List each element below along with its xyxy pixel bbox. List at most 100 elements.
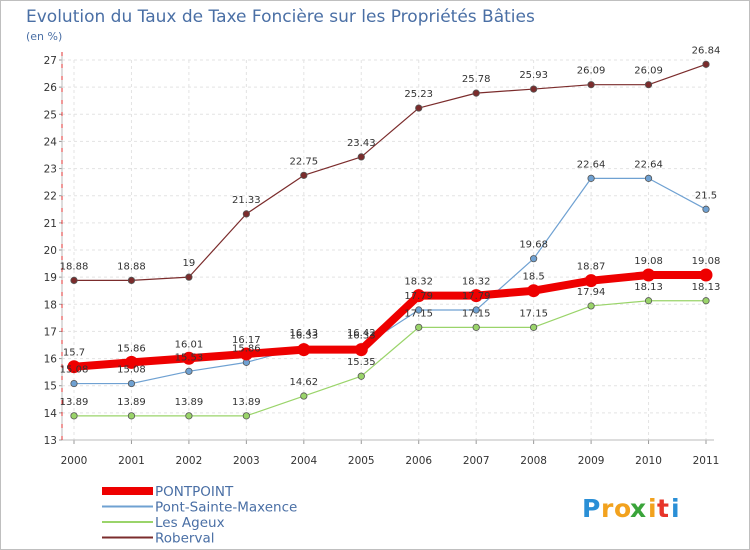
data-label: 17.94 [577, 287, 606, 298]
data-point [530, 323, 538, 331]
logo-letter: x [630, 494, 646, 523]
data-point [702, 60, 710, 68]
data-label: 15.08 [117, 365, 146, 376]
data-point [354, 343, 368, 357]
data-point [412, 289, 426, 303]
data-label: 18.88 [60, 261, 89, 272]
data-point [702, 297, 710, 305]
data-label: 16.17 [232, 335, 261, 346]
data-label: 13.89 [232, 397, 261, 408]
legend-label: PONTPOINT [155, 484, 234, 500]
logo-letter: o [614, 494, 631, 523]
data-point [300, 171, 308, 179]
data-point [300, 392, 308, 400]
y-tick-label: 26 [44, 82, 58, 94]
data-point [587, 174, 595, 182]
data-label: 15.35 [347, 357, 376, 368]
data-label: 19.68 [519, 240, 548, 251]
data-point [642, 268, 656, 282]
data-label: 15.7 [63, 348, 85, 359]
logo-letter: r [601, 494, 614, 523]
data-label: 16.01 [175, 339, 204, 350]
data-label: 22.64 [577, 159, 606, 170]
data-point [357, 372, 365, 380]
data-point [699, 268, 713, 282]
data-point [297, 343, 311, 357]
chart-title: Evolution du Taux de Taxe Foncière sur l… [26, 7, 535, 27]
data-label: 13.89 [117, 397, 146, 408]
x-tick-label: 2010 [635, 455, 662, 467]
data-point [239, 347, 253, 361]
y-tick-label: 14 [44, 408, 58, 420]
data-point [70, 412, 78, 420]
y-tick-label: 23 [44, 164, 57, 176]
data-label: 16.33 [289, 331, 318, 342]
data-point [472, 323, 480, 331]
x-tick-label: 2008 [520, 455, 547, 467]
data-label: 25.93 [519, 70, 548, 81]
data-point [644, 297, 653, 305]
grid-layer [62, 59, 707, 441]
data-point [185, 412, 193, 420]
x-tick-label: 2001 [118, 455, 145, 467]
data-label: 16.33 [347, 331, 376, 342]
y-tick-label: 17 [44, 326, 57, 338]
logo-letter: P [582, 494, 600, 523]
data-point [469, 289, 483, 303]
y-tick-label: 19 [44, 272, 57, 284]
data-label: 17.15 [462, 308, 491, 319]
data-point [527, 284, 541, 298]
y-tick-label: 25 [44, 109, 57, 121]
data-point [472, 306, 480, 314]
data-point [127, 379, 136, 388]
x-tick-label: 2004 [290, 455, 317, 467]
data-label: 22.64 [634, 159, 663, 170]
data-label: 15.86 [232, 343, 261, 354]
data-label: 26.09 [634, 66, 663, 77]
data-point [67, 360, 81, 374]
logo-letter: t [657, 494, 669, 523]
chart-subtitle: (en %) [26, 30, 62, 43]
data-label: 15.08 [60, 365, 89, 376]
data-label: 17.79 [404, 291, 433, 302]
data-label: 21.5 [695, 190, 717, 201]
data-point [644, 81, 653, 89]
data-label: 16.43 [289, 328, 318, 339]
data-label: 22.75 [289, 156, 318, 167]
data-label: 17.15 [519, 308, 548, 319]
data-label: 16.42 [347, 328, 376, 339]
data-label: 13.89 [60, 397, 89, 408]
series-line-roberval [73, 63, 707, 281]
data-point [415, 104, 423, 112]
axis-layer: 13 14 15 16 17 18 19 20 21 22 23 24 25 26 27 2000 2001 20… [44, 52, 720, 467]
y-tick-label: 15 [44, 381, 57, 393]
data-point [70, 276, 78, 284]
data-label: 18.87 [577, 262, 606, 273]
data-label: 18.13 [692, 282, 721, 293]
data-point [124, 355, 138, 369]
logo-letter: i [648, 494, 657, 523]
data-point [242, 210, 250, 218]
data-point [185, 273, 193, 281]
data-label: 17.79 [462, 291, 491, 302]
logo-letter: i [671, 494, 680, 523]
x-tick-label: 2006 [405, 455, 432, 467]
series-layer [67, 60, 713, 420]
label-layer: 18.88 18.88 19 21.33 22.75 23.43 25.23 25.78 25.… [60, 45, 721, 408]
data-label: 15.53 [175, 352, 204, 363]
legend-label: Les Ageux [155, 515, 225, 531]
x-tick-label: 2007 [463, 455, 490, 467]
data-label: 13.89 [175, 397, 204, 408]
y-tick-label: 21 [44, 218, 57, 230]
data-label: 26.84 [692, 45, 721, 56]
data-label: 18.32 [404, 277, 433, 288]
x-tick-label: 2011 [693, 455, 720, 467]
data-point [127, 276, 136, 284]
series-line-pont-sainte-maxence [73, 177, 707, 385]
data-point [127, 412, 136, 420]
y-tick-label: 16 [44, 354, 58, 366]
x-tick-label: 2005 [348, 455, 375, 467]
data-point [584, 274, 598, 288]
data-label: 14.62 [289, 377, 318, 388]
